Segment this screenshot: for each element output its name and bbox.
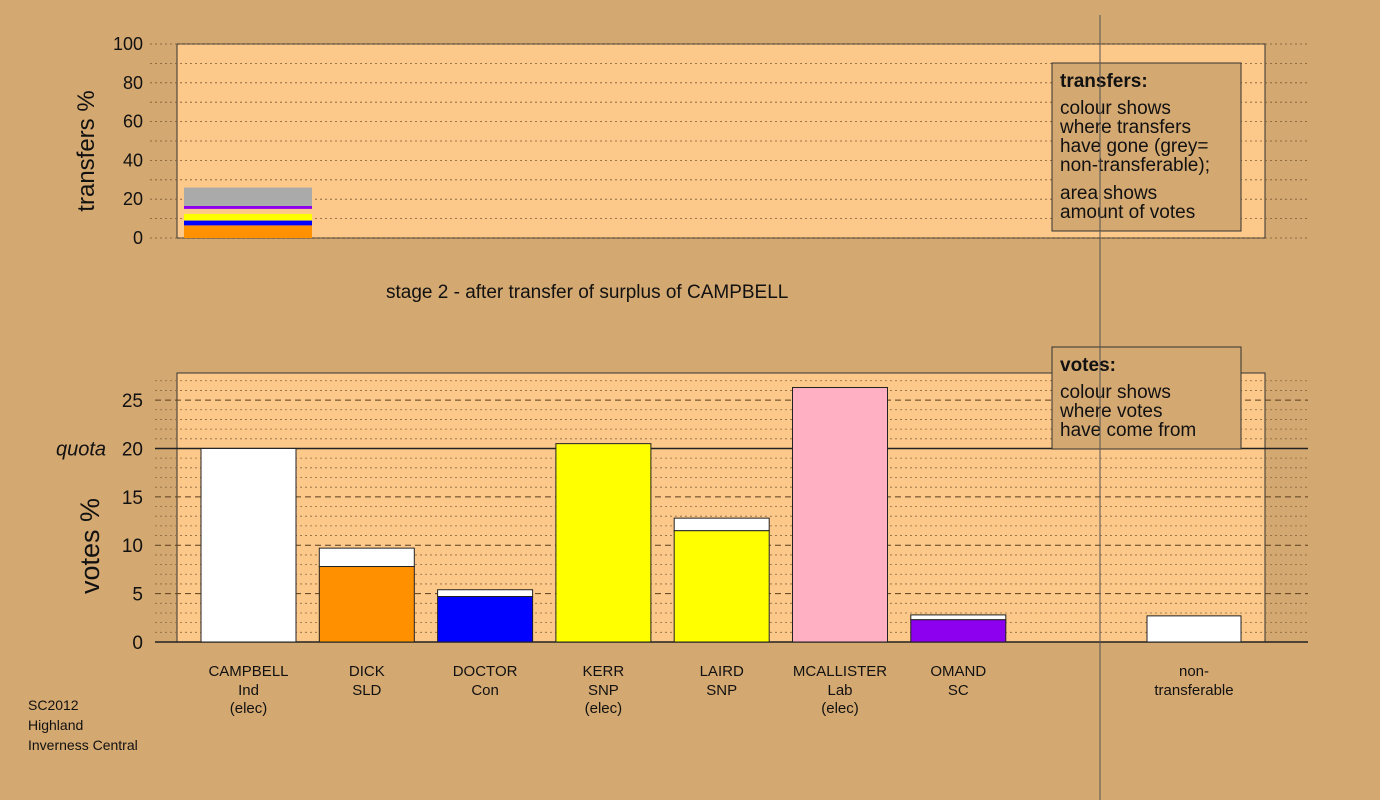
candidate-party: SNP: [588, 682, 619, 699]
candidate-name: KERR: [583, 663, 625, 680]
candidate-bar: [555, 443, 652, 643]
candidate-party: SC: [948, 682, 969, 699]
votes-y-ticks: quota 0 5 10 15 20 25: [56, 391, 143, 654]
votes-legend-line: colour shows: [1060, 382, 1171, 403]
votes-legend-line: where votes: [1059, 401, 1162, 422]
stage-title: stage 2 - after transfer of surplus of C…: [386, 282, 788, 303]
candidate-bar: [437, 596, 534, 643]
transfers-legend: transfers: colour shows where transfers …: [1051, 62, 1242, 232]
nontransferable-label: transferable: [1154, 682, 1233, 699]
candidate-name: OMAND: [930, 663, 986, 680]
y-tick-label: 15: [122, 488, 143, 509]
quota-label: quota: [56, 438, 106, 460]
candidate-labels: CAMPBELLInd(elec)DICKSLDDOCTORConKERRSNP…: [208, 663, 1233, 717]
transfer-bar-segment: [437, 589, 534, 598]
y-tick-label: 5: [132, 585, 143, 606]
candidate-status: (elec): [230, 700, 268, 717]
transfers-legend-box: [1051, 62, 1242, 232]
election-info-line: SC2012: [28, 697, 79, 713]
candidate-party: SLD: [352, 682, 381, 699]
candidate-name: DICK: [349, 663, 385, 680]
y-tick-label: 0: [132, 633, 143, 654]
candidate-name: MCALLISTER: [793, 663, 887, 680]
votes-legend-title: votes:: [1060, 355, 1116, 376]
y-tick-label: 80: [123, 73, 143, 93]
candidate-bar: [792, 387, 888, 643]
votes-legend-line: have come from: [1060, 420, 1196, 441]
transfer-segment: [184, 208, 312, 214]
transfer-segment: [184, 220, 312, 226]
y-tick-label: 0: [133, 228, 143, 248]
y-tick-label: 60: [123, 112, 143, 132]
candidate-name: DOCTOR: [453, 663, 518, 680]
votes-bars: [200, 387, 1242, 643]
votes-legend: votes: colour shows where votes have com…: [1051, 346, 1242, 450]
candidate-status: (elec): [585, 700, 623, 717]
votes-axis-label: votes %: [75, 498, 105, 594]
candidate-bar: [673, 530, 770, 643]
y-tick-label: 100: [113, 34, 143, 54]
transfers-legend-line: area shows: [1060, 183, 1157, 204]
candidate-party: SNP: [706, 682, 737, 699]
transfer-segment: [184, 225, 312, 238]
candidate-party: Lab: [827, 682, 852, 699]
votes-legend-box: [1051, 346, 1242, 450]
nontransferable-bar: [1146, 615, 1242, 643]
nontransferable-label: non-: [1179, 663, 1209, 680]
y-tick-label: 20: [123, 189, 143, 209]
candidate-bar: [200, 447, 297, 643]
candidate-bar: [318, 566, 415, 643]
transfer-segment: [184, 205, 312, 209]
y-tick-label: 40: [123, 150, 143, 170]
candidate-status: (elec): [821, 700, 859, 717]
election-info: SC2012 Highland Inverness Central: [28, 697, 138, 753]
transfers-legend-line: non-transferable);: [1060, 155, 1210, 176]
transfer-bar-segment: [318, 547, 415, 568]
transfers-legend-line: colour shows: [1060, 98, 1171, 119]
transfers-legend-line: amount of votes: [1060, 202, 1195, 223]
y-tick-label: 20: [122, 439, 143, 460]
transfer-bar-segment: [910, 614, 1007, 621]
y-tick-label: 10: [122, 536, 143, 557]
transfers-y-ticks: 0 20 40 60 80 100: [113, 34, 143, 248]
candidate-name: LAIRD: [700, 663, 744, 680]
transfer-bar-segment: [673, 517, 770, 532]
candidate-party: Ind: [238, 682, 259, 699]
election-info-line: Highland: [28, 717, 83, 733]
candidate-bar: [910, 619, 1007, 643]
transfers-legend-title: transfers:: [1060, 71, 1148, 92]
transfer-segment: [184, 187, 312, 206]
transfers-stacked-bar: [184, 187, 312, 238]
candidate-party: Con: [471, 682, 499, 699]
election-info-line: Inverness Central: [28, 737, 138, 753]
transfers-axis-label: transfers %: [73, 90, 100, 211]
transfer-segment: [184, 213, 312, 221]
transfers-legend-line: have gone (grey=: [1060, 136, 1208, 157]
transfers-legend-line: where transfers: [1059, 117, 1191, 138]
y-tick-label: 25: [122, 391, 143, 412]
candidate-name: CAMPBELL: [208, 663, 288, 680]
